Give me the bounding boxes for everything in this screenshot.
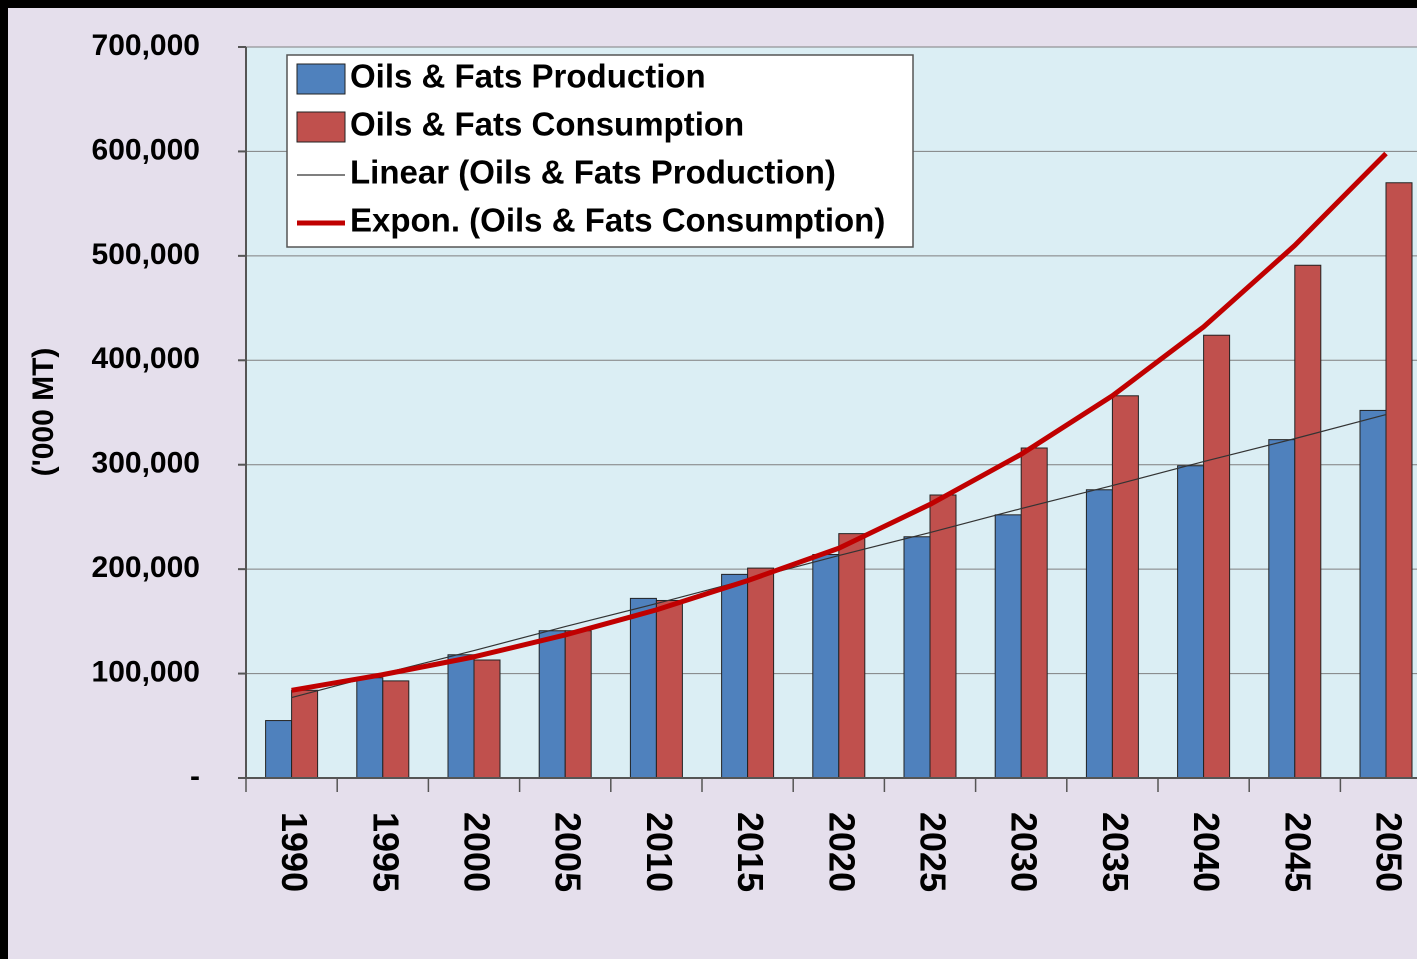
bar bbox=[721, 573, 749, 779]
legend bbox=[286, 54, 914, 248]
legend-label: Linear (Oils & Fats Production) bbox=[350, 154, 836, 191]
legend-swatch bbox=[296, 111, 346, 143]
legend-swatch bbox=[296, 63, 346, 95]
y-tick-label: 700,000 bbox=[92, 29, 200, 62]
bar bbox=[1359, 409, 1387, 779]
legend-label: Oils & Fats Consumption bbox=[350, 106, 744, 143]
bar bbox=[1203, 334, 1231, 779]
bar bbox=[538, 630, 566, 779]
x-tick-label: 2035 bbox=[1095, 812, 1136, 892]
bar bbox=[747, 567, 775, 779]
x-tick-label: 1990 bbox=[274, 812, 315, 892]
y-tick-label: 100,000 bbox=[92, 655, 200, 688]
bar bbox=[564, 630, 592, 779]
y-tick-label: 400,000 bbox=[92, 342, 200, 375]
bar bbox=[1111, 395, 1139, 779]
y-tick-label: 500,000 bbox=[92, 238, 200, 271]
y-axis-label: ('000 MT) bbox=[27, 348, 60, 477]
bar bbox=[929, 494, 957, 779]
bar bbox=[1020, 447, 1048, 779]
bar bbox=[1085, 489, 1113, 779]
bar bbox=[473, 659, 501, 779]
bar bbox=[1294, 264, 1322, 779]
y-tick-label: 300,000 bbox=[92, 447, 200, 480]
x-tick-label: 2040 bbox=[1186, 812, 1227, 892]
x-tick-label: 2010 bbox=[639, 812, 680, 892]
x-tick-label: 2005 bbox=[548, 812, 589, 892]
bar bbox=[382, 680, 410, 779]
x-tick-label: 2030 bbox=[1004, 812, 1045, 892]
bar bbox=[838, 533, 866, 779]
bar bbox=[356, 677, 384, 779]
y-tick-label: 200,000 bbox=[92, 551, 200, 584]
x-tick-label: 2000 bbox=[456, 812, 497, 892]
bar bbox=[812, 554, 840, 779]
y-tick-label: - bbox=[190, 760, 200, 793]
bar bbox=[291, 689, 319, 779]
bar bbox=[447, 654, 475, 779]
trend-line bbox=[291, 414, 1387, 699]
x-tick-label: 2020 bbox=[821, 812, 862, 892]
bar bbox=[629, 597, 657, 779]
x-tick-label: 2050 bbox=[1368, 812, 1409, 892]
trend-line bbox=[291, 151, 1388, 693]
x-tick-label: 2025 bbox=[912, 812, 953, 892]
y-tick-label: 600,000 bbox=[92, 133, 200, 166]
legend-label: Expon. (Oils & Fats Consumption) bbox=[350, 202, 885, 239]
bar bbox=[903, 536, 931, 779]
x-tick-label: 2015 bbox=[730, 812, 771, 892]
bar bbox=[1177, 465, 1205, 779]
bar bbox=[265, 720, 293, 779]
x-tick-label: 2045 bbox=[1277, 812, 1318, 892]
x-tick-label: 1995 bbox=[365, 812, 406, 892]
bar bbox=[994, 514, 1022, 779]
legend-label: Oils & Fats Production bbox=[350, 58, 706, 95]
bar bbox=[1385, 182, 1413, 779]
bar bbox=[1268, 439, 1296, 779]
bar bbox=[655, 599, 683, 779]
